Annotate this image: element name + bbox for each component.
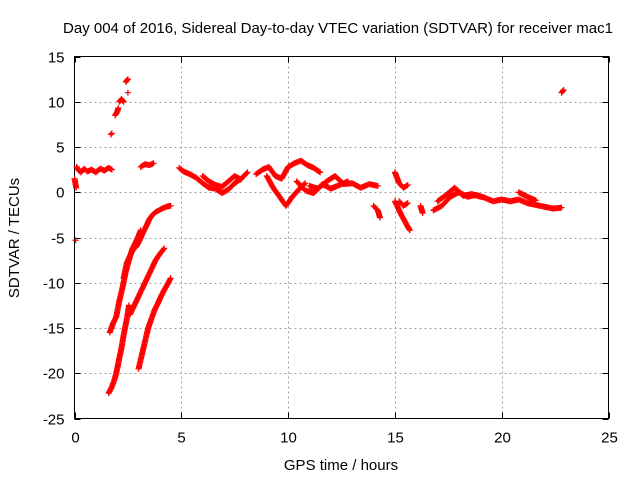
y-tick-label: -20 [43,366,65,383]
data-point [108,130,115,137]
x-tick-label: 15 [387,430,404,447]
plot-frame [74,56,609,419]
data-point [150,160,157,167]
data-point [317,169,324,176]
y-tick-labels: -25 -20 -15 -10 -5 0 5 10 15 [43,50,65,429]
y-tick-label: 15 [48,50,65,67]
data-point [124,89,131,96]
x-tick-label: 0 [71,430,79,447]
data-point [167,202,174,209]
data-point [403,182,410,189]
y-tick-label: -25 [43,412,65,429]
data-point [404,200,411,207]
data-point [302,180,309,187]
data-point [419,210,426,217]
data-point [115,105,122,112]
chart-title: Day 004 of 2016, Sidereal Day-to-day VTE… [63,20,613,37]
x-tick-label: 5 [177,430,185,447]
x-tick-label: 25 [601,430,618,447]
y-tick-label: -15 [43,321,65,338]
data-point [477,193,484,200]
x-tick-label: 10 [280,430,297,447]
x-axis-label: GPS time / hours [284,457,398,474]
data-point [237,175,244,182]
data-point [344,178,351,185]
data-point [316,168,323,175]
data-point [406,227,413,234]
data-point [108,166,115,173]
data-point [107,131,114,138]
series-sdtvar [71,76,567,397]
data-points [71,76,567,397]
data-point [125,302,132,309]
data-point [119,97,126,104]
data-point [160,246,167,253]
data-point [376,214,383,221]
x-tick-label: 20 [494,430,511,447]
grid [74,56,609,419]
data-point [403,200,410,207]
data-point [404,182,411,189]
y-tick-label: 5 [56,140,64,157]
data-point [72,237,79,244]
data-point [243,170,250,177]
data-point [161,245,168,252]
y-tick-label: 0 [56,185,64,202]
data-point [167,275,174,282]
data-point [124,76,131,83]
data-point [560,86,567,93]
data-point [558,204,565,211]
data-point [124,77,131,84]
data-point [374,182,381,189]
data-point [238,176,245,183]
y-axis-label: SDTVAR / TECUs [6,178,23,298]
y-tick-label: 10 [48,95,65,112]
data-point [120,98,127,105]
data-point [559,87,566,94]
x-tick-labels: 0 5 10 15 20 25 [71,430,618,447]
data-point [107,166,114,173]
y-tick-label: -5 [51,231,64,248]
y-tick-label: -10 [43,276,65,293]
data-point [532,197,539,204]
data-point [73,184,80,191]
data-point [244,169,251,176]
